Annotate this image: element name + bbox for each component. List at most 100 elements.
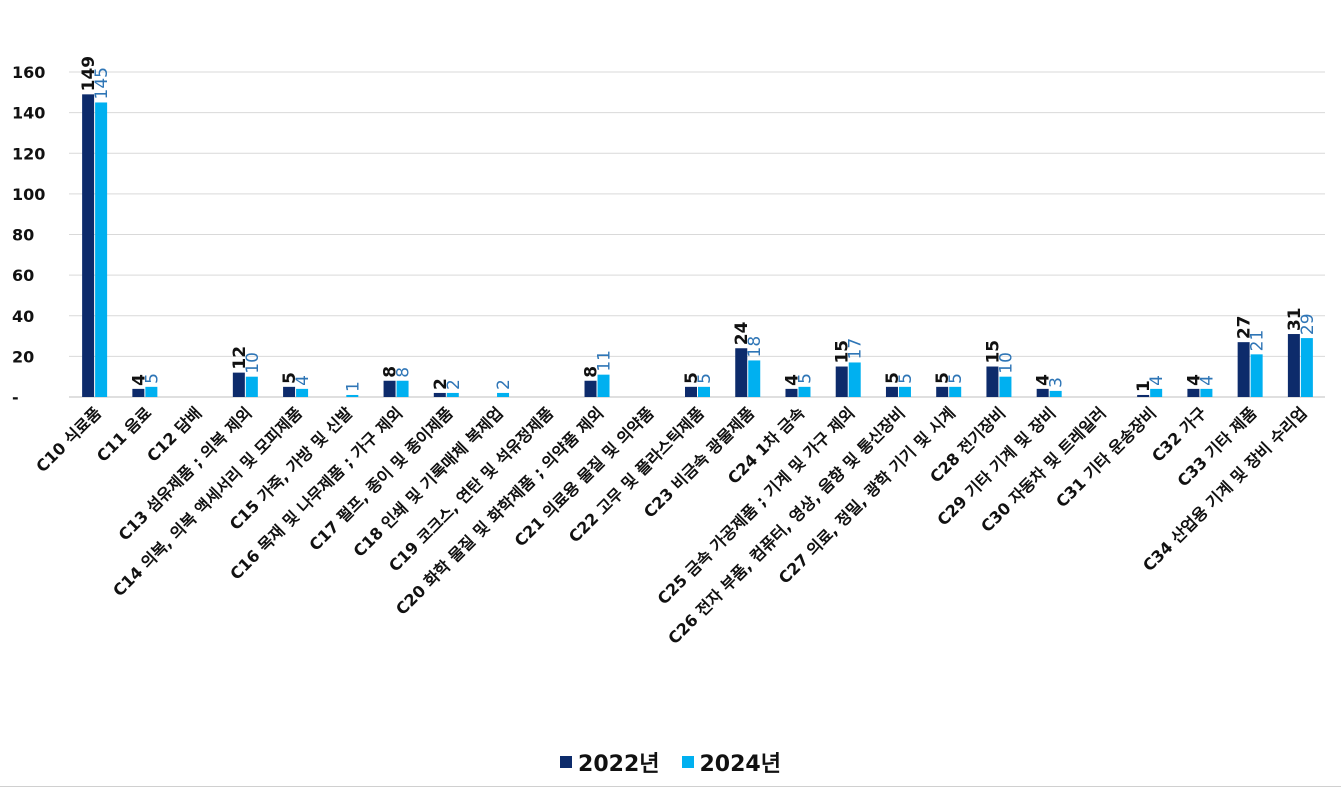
data-label: 2: [444, 379, 464, 390]
data-label: 10: [996, 352, 1016, 374]
bar: [296, 388, 309, 397]
data-label: 1: [343, 381, 363, 392]
data-label: 10: [243, 352, 263, 374]
bar: [82, 94, 95, 397]
bar: [1287, 334, 1300, 397]
x-tick-label: C10 식료품: [32, 403, 105, 476]
data-label: 149: [79, 56, 99, 91]
data-label: 8: [582, 366, 602, 378]
bar: [95, 102, 108, 397]
data-label: 5: [933, 372, 953, 384]
legend: 2022년 2024년: [0, 744, 1341, 780]
bar: [936, 386, 949, 397]
data-label: 31: [1285, 307, 1305, 331]
legend-label-2024: 2024년: [699, 752, 781, 777]
data-label: 24: [732, 321, 752, 345]
bar: [1300, 338, 1313, 397]
bar: [1150, 388, 1163, 397]
bar: [584, 380, 597, 397]
data-label: 4: [1147, 375, 1167, 386]
data-label: 4: [293, 375, 313, 386]
data-label: 1: [1134, 380, 1154, 392]
bar: [735, 348, 748, 397]
data-label: 29: [1298, 313, 1318, 335]
data-label: 21: [1248, 330, 1268, 352]
bar: [898, 386, 911, 397]
x-tick-label: C26 전자 부품, 컴퓨터, 영상, 음향 및 통신장비: [664, 403, 908, 647]
bar: [132, 388, 145, 397]
data-label: 145: [92, 67, 112, 99]
bar: [986, 366, 999, 397]
bottom-border: [0, 786, 1341, 787]
bar: [785, 388, 798, 397]
y-tick-label: 80: [12, 226, 34, 245]
data-label: 4: [1184, 374, 1204, 386]
y-tick-label: 40: [12, 307, 34, 326]
data-label: 2: [431, 378, 451, 390]
legend-item-2024: 2024년: [681, 746, 781, 778]
data-label: 3: [1047, 377, 1067, 388]
data-label: 8: [394, 367, 414, 378]
bar: [446, 392, 459, 397]
bar: [1250, 354, 1263, 397]
legend-label-2022: 2022년: [578, 752, 660, 777]
data-label: 5: [896, 373, 916, 384]
bar: [685, 386, 697, 397]
bar: [497, 392, 510, 397]
y-tick-label: -: [12, 388, 19, 407]
bar: [145, 386, 158, 397]
data-label: 4: [1197, 375, 1217, 386]
gridlines: [69, 71, 1325, 398]
data-label: 17: [846, 338, 866, 360]
data-label: 4: [782, 374, 802, 386]
bar: [1200, 388, 1213, 397]
bar: [949, 386, 962, 397]
bar: [1237, 342, 1250, 397]
legend-swatch-2022: [560, 756, 573, 768]
data-label: 27: [1235, 315, 1255, 339]
y-tick-label: 140: [12, 104, 45, 123]
data-label: 15: [833, 340, 853, 364]
data-label: 5: [682, 372, 702, 384]
data-label: 5: [946, 373, 966, 384]
bar: [245, 376, 258, 397]
bar: [698, 386, 710, 397]
data-label: 5: [695, 373, 715, 384]
data-label: 2: [494, 379, 514, 390]
bar: [597, 374, 610, 397]
legend-swatch-2024: [681, 756, 694, 768]
bar: [835, 366, 848, 397]
bars: [82, 94, 1313, 397]
legend-item-2022: 2022년: [560, 746, 660, 778]
data-label: 11: [595, 350, 615, 372]
y-axis: - 20 40 60 80 100 120 140 160: [12, 63, 45, 407]
data-label: 4: [1034, 374, 1054, 386]
bar: [999, 376, 1012, 397]
bar: [396, 380, 409, 397]
data-label: 5: [280, 372, 300, 384]
bar: [748, 360, 761, 397]
bar: [232, 372, 245, 397]
data-label: 18: [745, 336, 765, 358]
bar: [383, 380, 396, 397]
data-label: 12: [230, 346, 250, 370]
y-tick-label: 60: [12, 266, 34, 285]
bar: [1049, 390, 1062, 397]
data-label: 4: [129, 374, 149, 386]
bar: [1137, 394, 1150, 397]
y-tick-label: 160: [12, 63, 45, 82]
bar: [848, 362, 861, 397]
bar: [346, 394, 359, 397]
bar: [885, 386, 898, 397]
y-tick-label: 100: [12, 185, 45, 204]
bar: [1036, 388, 1049, 397]
y-tick-label: 20: [12, 347, 34, 366]
y-tick-label: 120: [12, 144, 45, 163]
data-label: 15: [983, 340, 1003, 364]
data-label: 5: [795, 373, 815, 384]
bar: [798, 386, 811, 397]
data-label: 5: [883, 372, 903, 384]
